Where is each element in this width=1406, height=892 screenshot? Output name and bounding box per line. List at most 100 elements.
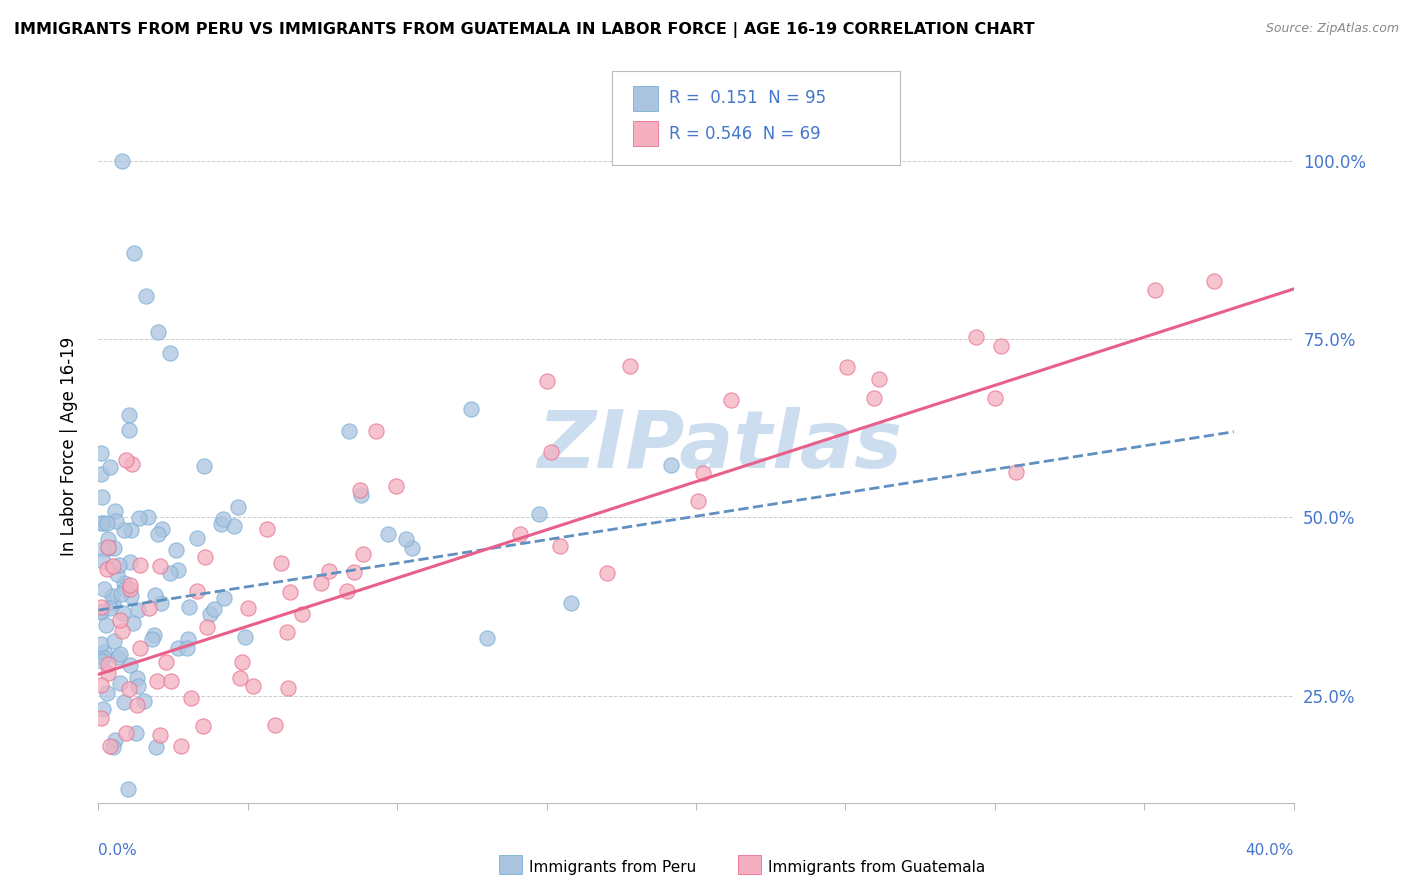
Point xyxy=(117,423,139,437)
Point xyxy=(90,490,112,504)
Point xyxy=(103,596,125,610)
Point xyxy=(686,493,709,508)
Point xyxy=(256,522,278,536)
Point xyxy=(125,726,148,740)
Point xyxy=(127,602,149,616)
Point xyxy=(661,458,683,472)
Point xyxy=(128,511,150,525)
Point xyxy=(112,695,135,709)
Point xyxy=(231,655,253,669)
Point xyxy=(98,601,121,615)
Point xyxy=(107,558,129,572)
Point xyxy=(176,641,198,656)
Point xyxy=(236,601,259,615)
Point xyxy=(108,647,131,661)
Point xyxy=(1005,465,1028,479)
Point xyxy=(118,582,141,596)
Point xyxy=(132,694,155,708)
Point xyxy=(224,519,246,533)
Point xyxy=(90,467,112,481)
Point xyxy=(149,728,172,742)
Point xyxy=(401,541,423,555)
Point xyxy=(229,671,252,685)
Point xyxy=(560,596,582,610)
Point xyxy=(291,607,314,622)
Point xyxy=(117,781,139,796)
Point xyxy=(111,624,134,638)
Point xyxy=(540,444,562,458)
Point xyxy=(108,613,131,627)
Point xyxy=(990,338,1012,352)
Point xyxy=(94,617,117,632)
Point xyxy=(226,500,249,514)
Text: Immigrants from Guatemala: Immigrants from Guatemala xyxy=(768,860,986,874)
Point xyxy=(120,578,142,592)
Point xyxy=(149,559,172,574)
Point xyxy=(167,563,190,577)
Point xyxy=(93,554,115,568)
Point xyxy=(150,596,173,610)
Point xyxy=(121,457,143,471)
Point xyxy=(212,591,235,606)
Point xyxy=(1143,283,1166,297)
Point xyxy=(270,556,292,570)
Point xyxy=(114,582,136,596)
Point xyxy=(868,372,890,386)
Point xyxy=(177,599,200,614)
Point xyxy=(194,549,217,564)
Point xyxy=(264,718,287,732)
Point xyxy=(110,587,132,601)
Point xyxy=(114,726,136,740)
Point xyxy=(105,514,128,528)
Point xyxy=(337,424,360,438)
Text: IMMIGRANTS FROM PERU VS IMMIGRANTS FROM GUATEMALA IN LABOR FORCE | AGE 16-19 COR: IMMIGRANTS FROM PERU VS IMMIGRANTS FROM … xyxy=(14,22,1035,38)
Point xyxy=(108,675,131,690)
Point xyxy=(475,631,498,645)
Point xyxy=(103,541,125,556)
Point xyxy=(118,555,141,569)
Point xyxy=(336,583,359,598)
Point xyxy=(984,391,1007,405)
Point xyxy=(720,393,742,408)
Point xyxy=(143,588,166,602)
Point xyxy=(101,589,124,603)
Text: Immigrants from Peru: Immigrants from Peru xyxy=(529,860,696,874)
Point xyxy=(170,739,193,753)
Point xyxy=(128,558,150,573)
Point xyxy=(167,641,190,656)
Point xyxy=(509,526,531,541)
Point xyxy=(145,740,167,755)
Point xyxy=(186,584,208,599)
Point xyxy=(148,325,170,339)
Point xyxy=(352,547,374,561)
Point xyxy=(96,686,118,700)
Point xyxy=(364,424,387,438)
Point xyxy=(118,682,141,697)
Point xyxy=(97,657,120,671)
Point xyxy=(135,289,157,303)
Point xyxy=(141,632,163,647)
Point xyxy=(277,681,299,695)
Point xyxy=(105,567,128,582)
Point xyxy=(460,402,482,417)
Point xyxy=(180,690,202,705)
Point xyxy=(536,374,558,388)
Point xyxy=(965,330,987,344)
Point xyxy=(146,673,169,688)
Point xyxy=(125,671,148,685)
Point xyxy=(1202,274,1225,288)
Point xyxy=(200,607,222,622)
Point xyxy=(114,453,136,467)
Point xyxy=(96,562,118,576)
Point xyxy=(692,466,714,480)
Point xyxy=(90,678,112,692)
Point xyxy=(619,359,641,374)
Point xyxy=(104,732,127,747)
Point xyxy=(159,346,181,360)
Point xyxy=(150,522,173,536)
Point xyxy=(309,575,332,590)
Point xyxy=(97,533,120,547)
Point xyxy=(212,511,235,525)
Point xyxy=(127,679,149,693)
Point xyxy=(159,566,181,580)
